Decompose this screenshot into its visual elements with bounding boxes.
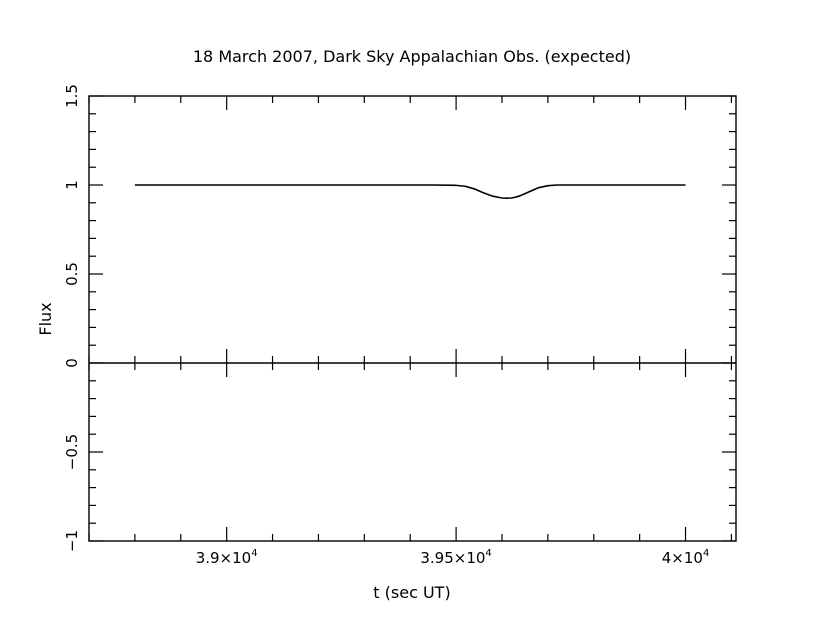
plot-frame [88,95,737,542]
y-tick-label: 0 [63,358,81,368]
y-tick-label: 0.5 [63,262,81,286]
y-tick-label: 1.5 [63,84,81,108]
y-tick-label: −1 [63,530,81,552]
x-tick-label: 3.9×104 [196,548,258,567]
x-tick-label: 3.95×104 [420,548,491,567]
ticks-group [88,95,736,542]
y-axis-label: Flux [36,302,55,335]
series-group [134,184,686,199]
plot-frame-group [88,95,737,542]
y-tick-label: −0.5 [63,434,81,470]
x-axis-label: t (sec UT) [373,583,450,602]
series-line-0 [134,184,686,199]
tick-labels-group: 3.9×104 3.95×104 4×104 −1 −0.5 0 0.5 1 1.5 [63,84,709,567]
x-tick-label: 4×104 [662,548,710,567]
chart-title: 18 March 2007, Dark Sky Appalachian Obs.… [193,47,631,66]
y-tick-label: 1 [63,180,81,190]
